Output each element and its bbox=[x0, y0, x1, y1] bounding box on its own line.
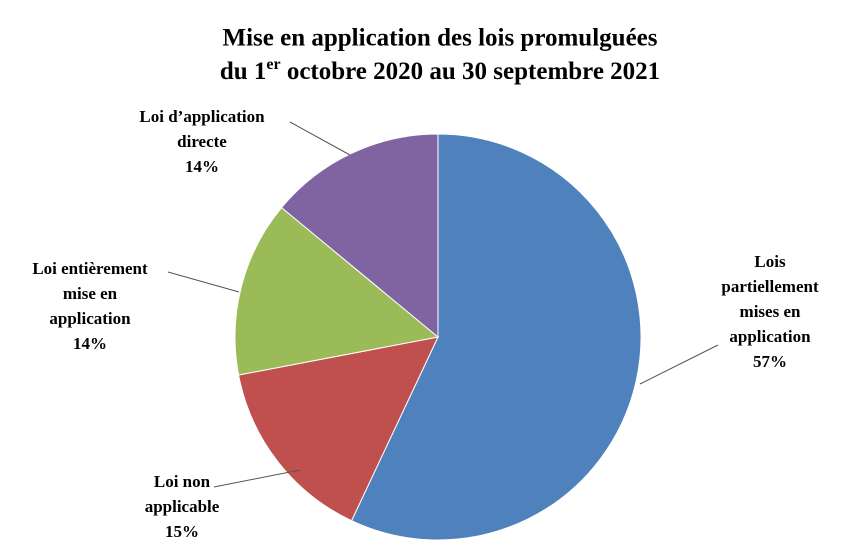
value-label: 14% bbox=[185, 157, 219, 176]
slice-label: mises en bbox=[740, 302, 801, 321]
slice-label: Loi d’application bbox=[139, 107, 265, 126]
slice-label: mise en bbox=[63, 284, 118, 303]
leader-line bbox=[289, 121, 351, 156]
slice-label: application bbox=[729, 327, 811, 346]
slice-label: directe bbox=[177, 132, 227, 151]
value-label: 14% bbox=[73, 334, 107, 353]
slice-label: applicable bbox=[145, 497, 220, 516]
value-label: 15% bbox=[165, 522, 199, 541]
slice-label: application bbox=[49, 309, 131, 328]
chart-title: Mise en application des lois promulguées bbox=[223, 25, 658, 52]
pie-slice bbox=[280, 133, 439, 339]
leader-line bbox=[639, 344, 719, 385]
pie-slice bbox=[350, 133, 642, 541]
slice-label: Loi entièrement bbox=[32, 259, 148, 278]
chart-title: du 1er octobre 2020 au 30 septembre 2021 bbox=[220, 56, 660, 85]
slice-label: Lois bbox=[754, 252, 786, 271]
slice-label: Loi non bbox=[154, 472, 211, 491]
pie-slice bbox=[238, 336, 439, 522]
chart-title-superscript: er bbox=[266, 56, 280, 73]
chart-title-part: du 1 bbox=[220, 58, 267, 85]
slice-label: partiellement bbox=[721, 277, 819, 296]
value-label: 57% bbox=[753, 352, 787, 371]
chart-title-part: octobre 2020 au 30 septembre 2021 bbox=[281, 58, 661, 85]
pie-slice bbox=[234, 206, 440, 376]
leader-line bbox=[167, 271, 240, 293]
leader-line bbox=[213, 469, 301, 488]
